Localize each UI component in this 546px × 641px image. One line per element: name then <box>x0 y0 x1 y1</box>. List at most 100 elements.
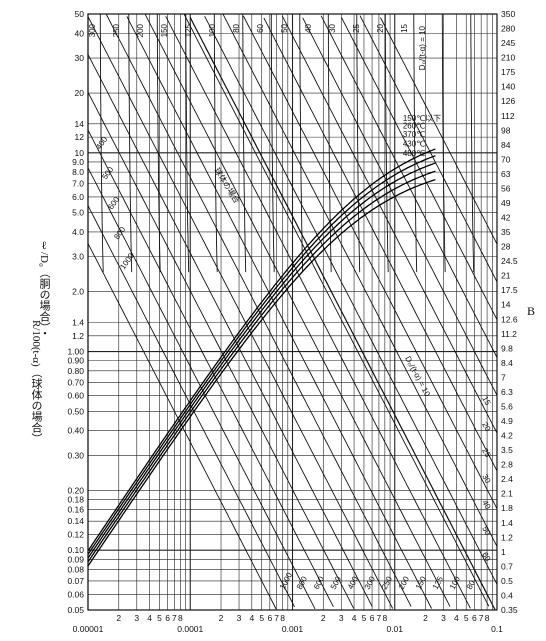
y-tick-label-right: 126 <box>501 96 515 106</box>
family-mid-label: 20 <box>480 421 492 434</box>
y-tick-label-left: 10 <box>75 148 85 158</box>
y-tick-label-right: 2.1 <box>501 489 513 499</box>
x-tick-label-minor: 8 <box>382 613 387 623</box>
family-mid-label: 15 <box>480 395 492 408</box>
y-tick-label-left: 0.30 <box>67 450 84 460</box>
x-tick-label-minor: 2 <box>116 613 121 623</box>
family-bottom-label: 400 <box>346 574 360 590</box>
temperature-curve-label: 150℃以下 <box>403 114 441 123</box>
x-tick-label-major: 0.1 <box>491 624 503 634</box>
x-tick-label-minor: 2 <box>321 613 326 623</box>
y-tick-label-right: 210 <box>501 53 515 63</box>
family-top-label: 25 <box>352 23 361 32</box>
y-axis-label-left-2: R/100(t-α)（球体の場合） <box>6 320 66 447</box>
family-bottom-label: 200 <box>397 574 411 590</box>
temperature-curve <box>87 155 436 555</box>
x-tick-label-minor: 8 <box>485 613 490 623</box>
temperature-curve <box>87 178 436 567</box>
y-tick-label-right: 1.8 <box>501 503 513 513</box>
y-tick-label-right: 0.4 <box>501 590 513 600</box>
x-tick-label-minor: 6 <box>267 613 272 623</box>
family-mid-label: 50 <box>480 525 492 538</box>
family-line <box>87 16 394 609</box>
family-bottom-label: 800 <box>295 574 309 590</box>
family-line-vertical <box>327 14 332 273</box>
family-line <box>320 15 498 358</box>
y-tick-label-right: 4.9 <box>501 416 513 426</box>
y-axis-label-left-1: ℓ/D₀（胴の場合）・ <box>14 240 74 341</box>
y-axis-label-left-1-text: ℓ/D₀（胴の場合）・ <box>38 240 50 339</box>
family-bottom-label: 125 <box>431 574 445 590</box>
x-tick-label-minor: 2 <box>423 613 428 623</box>
y-tick-label-right: 5.6 <box>501 401 513 411</box>
x-tick-label-minor: 4 <box>454 613 459 623</box>
family-line <box>359 15 498 283</box>
x-tick-label-minor: 6 <box>370 613 375 623</box>
family-top-label: 50 <box>280 23 289 32</box>
family-line <box>126 16 432 609</box>
temperature-curve <box>87 170 436 563</box>
x-tick-label-minor: 2 <box>219 613 224 623</box>
family-line <box>204 15 498 585</box>
family-line <box>243 15 498 509</box>
x-tick-label-minor: 6 <box>472 613 477 623</box>
sphere-line <box>189 17 496 610</box>
y-tick-label-left: 20 <box>75 88 85 98</box>
y-tick-label-right: 280 <box>501 24 515 34</box>
family-line <box>165 16 471 609</box>
family-top-label: 150 <box>160 23 169 37</box>
family-top-label: 40 <box>304 23 313 32</box>
y-tick-label-right: 21 <box>501 271 511 281</box>
x-tick-label-minor: 4 <box>147 613 152 623</box>
y-tick-label-right: 84 <box>501 140 511 150</box>
family-line <box>87 54 373 607</box>
family-top-label: 200 <box>136 23 145 37</box>
family-line-vertical <box>128 14 133 273</box>
y-tick-label-right: 24.5 <box>501 256 518 266</box>
x-tick-label-minor: 3 <box>441 613 446 623</box>
y-tick-label-left: 0.40 <box>67 426 84 436</box>
x-tick-label-minor: 3 <box>339 613 344 623</box>
x-tick-label-minor: 5 <box>362 613 367 623</box>
y-tick-label-right: 4.2 <box>501 431 513 441</box>
y-tick-label-left: 0.16 <box>67 505 84 515</box>
y-tick-label-left: 0.07 <box>67 576 84 586</box>
y-tick-label-right: 56 <box>501 183 511 193</box>
y-tick-label-right: 0.5 <box>501 576 513 586</box>
family-top-label: 30 <box>328 23 337 32</box>
x-tick-label-minor: 5 <box>259 613 264 623</box>
family-line-vertical <box>185 14 190 273</box>
y-tick-label-right: 28 <box>501 242 511 252</box>
x-tick-label-minor: 7 <box>377 613 382 623</box>
y-tick-label-left: 0.80 <box>67 366 84 376</box>
y-tick-label-right: 8.4 <box>501 358 513 368</box>
x-tick-label-major: 0.00001 <box>73 624 104 634</box>
family-line <box>380 17 498 245</box>
family-line <box>87 91 355 609</box>
x-tick-label-major: 0.001 <box>282 624 304 634</box>
family-line-vertical <box>299 14 304 273</box>
family-line-vertical <box>156 14 161 273</box>
y-tick-label-left: 0.05 <box>67 605 84 615</box>
y-tick-label-left: 7.0 <box>72 179 84 189</box>
temperature-curve-label: 370℃ <box>403 130 425 139</box>
y-tick-label-right: 1.2 <box>501 532 513 542</box>
y-tick-label-left: 4.0 <box>72 227 84 237</box>
y-tick-label-right: 3.5 <box>501 445 513 455</box>
family-line-vertical <box>384 14 389 273</box>
temperature-curve <box>87 162 436 559</box>
y-tick-label-right: 2.4 <box>501 474 513 484</box>
family-mid-label: 25 <box>480 447 492 460</box>
y-tick-label-right: 17.5 <box>501 285 518 295</box>
family-line-vertical <box>213 14 218 273</box>
y-tick-label-right: 14 <box>501 300 511 310</box>
y-tick-label-right: 0.7 <box>501 561 513 571</box>
y-tick-label-right: 35 <box>501 227 511 237</box>
x-tick-label-minor: 4 <box>352 613 357 623</box>
y-tick-label-left: 12 <box>75 132 85 142</box>
y-tick-label-left: 0.08 <box>67 564 84 574</box>
family-line-vertical <box>99 14 104 273</box>
y-tick-label-right: 63 <box>501 169 511 179</box>
